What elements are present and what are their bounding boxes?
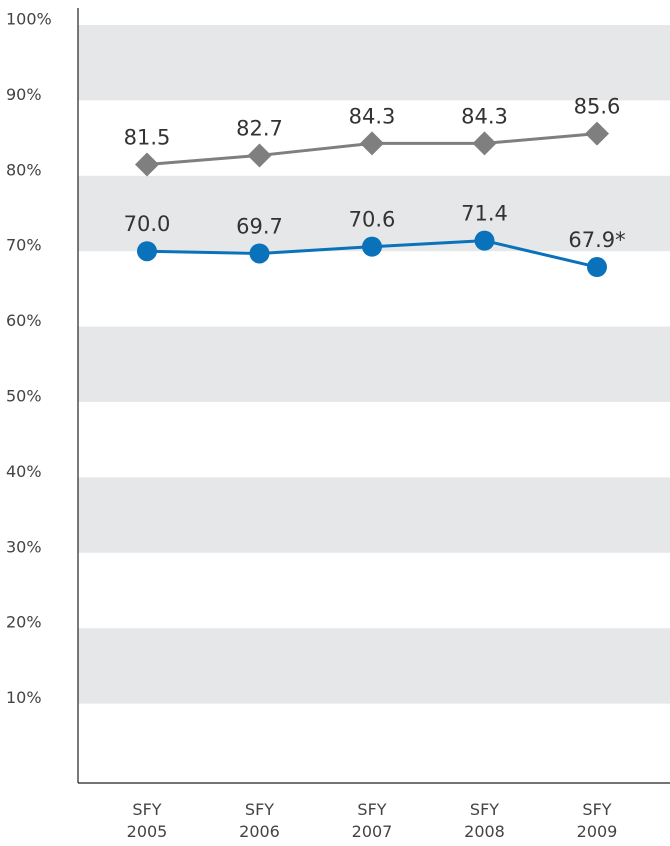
x-tick-label: SFY 2009 — [577, 800, 618, 841]
grid-band — [78, 25, 670, 101]
data-label: 69.7 — [236, 214, 283, 238]
marker — [247, 143, 272, 168]
data-label: 81.5 — [124, 125, 171, 149]
y-tick-label: 30% — [6, 537, 42, 556]
marker — [135, 152, 159, 177]
x-tick-label: SFY 2005 — [127, 800, 168, 841]
marker — [362, 236, 382, 257]
y-tick-label: 90% — [6, 85, 42, 104]
marker — [472, 131, 497, 156]
x-tick-label: SFY 2008 — [464, 800, 505, 841]
marker — [249, 243, 270, 264]
y-tick-label: 80% — [6, 160, 42, 179]
data-label: 67.9* — [568, 228, 625, 252]
y-tick-label: 50% — [6, 387, 42, 406]
y-tick-label: 20% — [6, 613, 42, 632]
data-label: 85.6 — [574, 95, 621, 119]
marker — [587, 257, 607, 278]
y-tick-label: 60% — [6, 311, 42, 330]
grid-band — [78, 628, 670, 704]
data-label: 82.7 — [236, 116, 283, 140]
marker — [137, 241, 157, 262]
marker — [585, 121, 609, 146]
grid-band — [78, 477, 670, 553]
x-tick-label: SFY 2007 — [352, 800, 393, 841]
data-label: 70.6 — [349, 208, 396, 232]
data-label: 84.3 — [349, 104, 396, 128]
y-tick-label: 70% — [6, 236, 42, 255]
y-tick-label: 10% — [6, 688, 42, 707]
y-tick-label: 40% — [6, 462, 42, 481]
marker — [360, 131, 384, 156]
data-label: 84.3 — [461, 104, 508, 128]
grid-band — [78, 326, 670, 402]
marker — [474, 230, 495, 251]
y-tick-label: 100% — [6, 10, 52, 29]
data-label: 70.0 — [124, 212, 171, 236]
data-label: 71.4 — [461, 202, 508, 226]
x-tick-label: SFY 2006 — [239, 800, 280, 841]
